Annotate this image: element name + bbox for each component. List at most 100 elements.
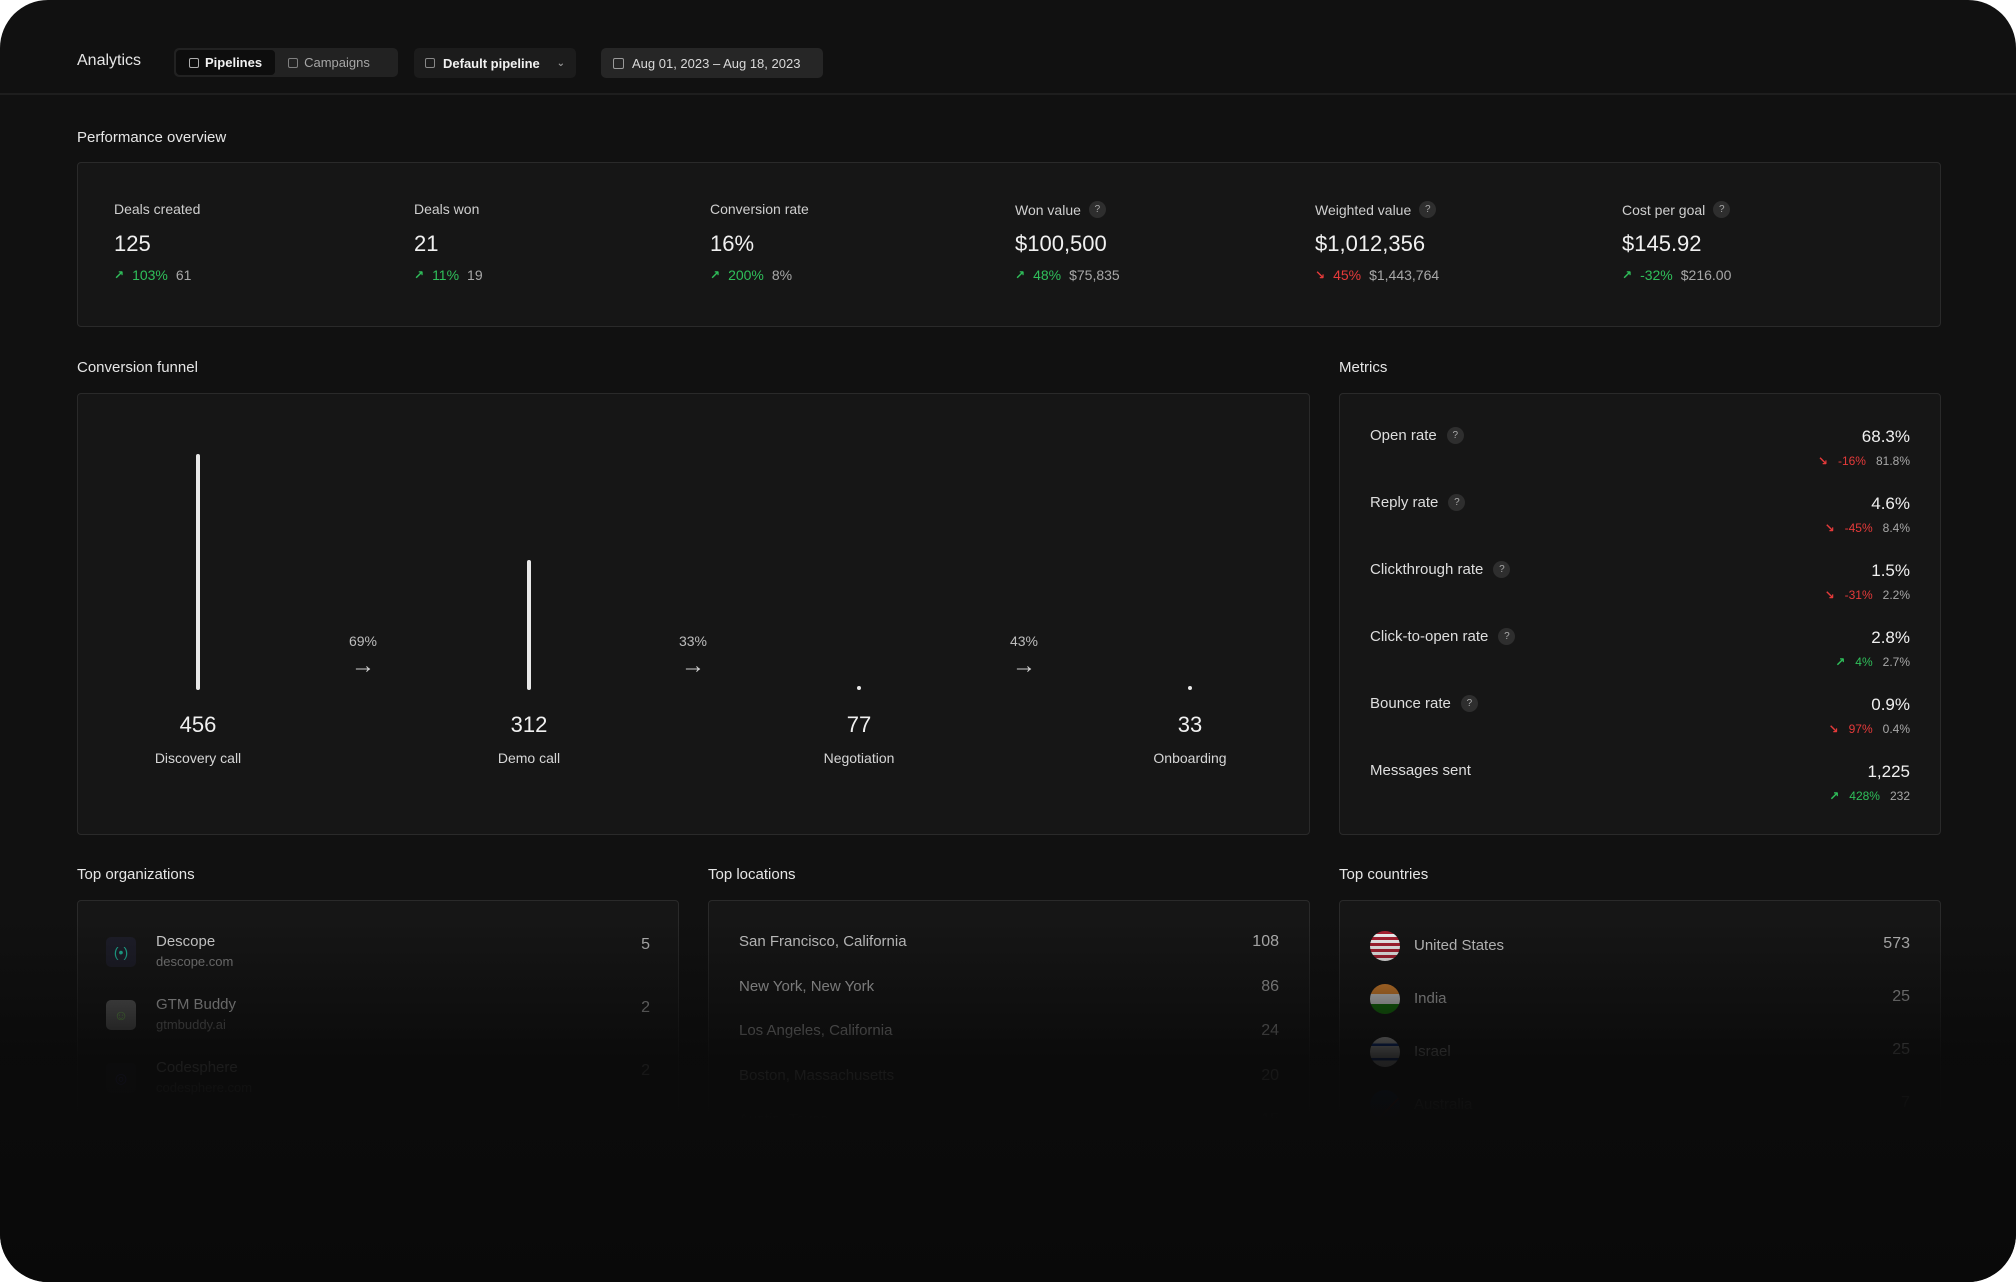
metric-change: ↘ -16% 81.8% — [1818, 454, 1910, 468]
performance-title: Performance overview — [77, 129, 227, 146]
organization-name: GTM Buddy — [156, 996, 237, 1013]
location-row[interactable]: Boston, Massachusetts 20 — [739, 1067, 1279, 1097]
organization-row[interactable]: ◎ Codesphere codesphere.com 2 — [106, 1059, 650, 1109]
help-icon[interactable]: ? — [1088, 201, 1106, 218]
help-icon[interactable]: ? — [1446, 427, 1464, 444]
help-icon[interactable]: ? — [1498, 628, 1516, 645]
location-name: Austin, Texas — [739, 1111, 828, 1129]
organization-row[interactable]: (•) Descope descope.com 5 — [106, 933, 650, 983]
tab-campaigns[interactable]: Campaigns — [275, 50, 383, 75]
country-row[interactable]: India 25 — [1370, 984, 1910, 1018]
funnel-bar — [1188, 686, 1192, 690]
country-name: United Kingdom — [1414, 1149, 1521, 1166]
metric-label: Clickthrough rate? — [1370, 561, 1511, 578]
location-row[interactable]: Seattle, Washington 10 — [739, 1156, 1279, 1186]
metric-value: 0.9% — [1871, 695, 1910, 714]
descope-logo: (•) — [106, 937, 136, 967]
metric-change: ↘ -45% 8.4% — [1825, 521, 1910, 535]
trend-up-icon: ↗ — [710, 268, 721, 282]
metric-row: Open rate? 68.3% ↘ -16% 81.8% — [1370, 427, 1910, 487]
trend-up-icon: ↗ — [1829, 789, 1840, 803]
metric-change-pct: 97% — [1848, 722, 1873, 736]
help-icon[interactable]: ? — [1460, 695, 1478, 712]
location-row[interactable]: New York, New York 86 — [739, 978, 1279, 1008]
help-icon[interactable]: ? — [1713, 201, 1731, 218]
metric-change-pct: 428% — [1849, 789, 1880, 803]
country-name: Israel — [1414, 1043, 1451, 1060]
kpi-change: ↗ 200% 8% — [710, 267, 792, 283]
metric-change: ↗ 428% 232 — [1829, 789, 1910, 803]
country-count: 573 — [1883, 935, 1910, 952]
trend-down-icon: ↘ — [1315, 268, 1326, 282]
kpi-previous: 61 — [175, 267, 192, 283]
trend-up-icon: ↗ — [414, 268, 425, 282]
kpi-label-text: Won value — [1015, 201, 1081, 218]
metric-label: Messages sent — [1370, 762, 1471, 779]
kpi-label-text: Deals created — [114, 201, 201, 217]
country-row[interactable]: United Kingdom 6 — [1370, 1143, 1910, 1177]
location-name: San Francisco, California — [739, 933, 907, 950]
organization-name: Descope — [156, 933, 216, 950]
trend-down-icon: ↘ — [1824, 521, 1835, 535]
metric-change: ↘ 97% 0.4% — [1829, 722, 1910, 736]
kpi-previous: $75,835 — [1069, 267, 1120, 283]
kpi-label: Conversion rate — [710, 201, 809, 217]
engagerocket-logo: ✈ — [106, 1126, 136, 1156]
date-range-picker[interactable]: Aug 01, 2023 – Aug 18, 2023 — [601, 48, 823, 78]
countries-title: Top countries — [1339, 866, 1429, 883]
location-row[interactable]: San Francisco, California 108 — [739, 933, 1279, 963]
country-row[interactable]: Israel 25 — [1370, 1037, 1910, 1071]
stage-value: 33 — [1177, 712, 1203, 737]
metric-label: Bounce rate? — [1370, 695, 1478, 712]
kpi-label: Cost per goal? — [1622, 201, 1731, 218]
kpi-change: ↗ 103% 61 — [114, 267, 191, 283]
kpi-label-text: Conversion rate — [710, 201, 809, 217]
location-count: 10 — [1261, 1156, 1279, 1173]
arrow-right-icon: → — [351, 652, 375, 679]
stage-name: Discovery call — [154, 750, 242, 766]
tab-pipelines[interactable]: Pipelines — [176, 50, 276, 75]
country-row[interactable]: Australia 7 — [1370, 1090, 1910, 1124]
kpi-change: ↘ 45% $1,443,764 — [1315, 267, 1439, 283]
kpi-value: $1,012,356 — [1315, 231, 1426, 256]
country-name: Australia — [1414, 1096, 1473, 1113]
metric-previous: 2.7% — [1882, 655, 1910, 669]
help-icon[interactable]: ? — [1419, 201, 1437, 218]
india-flag — [1370, 984, 1400, 1014]
stage-name: Demo call — [497, 750, 561, 766]
trend-down-icon: ↘ — [1817, 454, 1828, 468]
country-count: 25 — [1892, 1041, 1910, 1058]
kpi-label-text: Cost per goal — [1622, 201, 1706, 218]
stage-value: 77 — [846, 712, 872, 737]
help-icon[interactable]: ? — [1448, 494, 1466, 511]
australia-flag — [1370, 1090, 1400, 1120]
codesphere-logo: ◎ — [106, 1063, 136, 1093]
organization-row[interactable]: ✈ EngageRocket engagerocket.co 2 — [106, 1122, 650, 1172]
metrics-card: Open rate? 68.3% ↘ -16% 81.8% Reply rate? 4.6%… — [1339, 393, 1941, 835]
country-count: 7 — [1901, 1094, 1910, 1111]
location-row[interactable]: Los Angeles, California 24 — [739, 1022, 1279, 1052]
metric-label: Open rate? — [1370, 427, 1464, 444]
country-row[interactable]: United States 573 — [1370, 931, 1910, 965]
trend-up-icon: ↗ — [1622, 268, 1633, 282]
location-count: 24 — [1261, 1022, 1279, 1040]
metric-change-pct: -45% — [1844, 521, 1873, 535]
organization-domain: descope.com — [156, 954, 234, 969]
locations-title: Top locations — [708, 866, 796, 883]
conversion-rate: 69% — [348, 633, 378, 649]
stage-name: Negotiation — [823, 750, 895, 766]
arrow-right-icon: → — [681, 652, 705, 679]
trend-up-icon: ↗ — [114, 268, 125, 282]
conversion-rate: 33% — [678, 633, 708, 649]
help-icon[interactable]: ? — [1493, 561, 1511, 578]
kpi-previous: $216.00 — [1680, 267, 1732, 283]
metric-previous: 0.4% — [1882, 722, 1910, 736]
pipeline-dropdown[interactable]: Default pipeline ⌄ — [414, 48, 576, 78]
metric-label-text: Clickthrough rate — [1370, 561, 1484, 578]
organization-row[interactable]: ☺ GTM Buddy gtmbuddy.ai 2 — [106, 996, 650, 1046]
organizations-title: Top organizations — [77, 866, 195, 883]
location-row[interactable]: Austin, Texas 15 — [739, 1111, 1279, 1141]
trend-up-icon: ↗ — [1835, 655, 1846, 669]
metric-previous: 232 — [1889, 789, 1910, 803]
